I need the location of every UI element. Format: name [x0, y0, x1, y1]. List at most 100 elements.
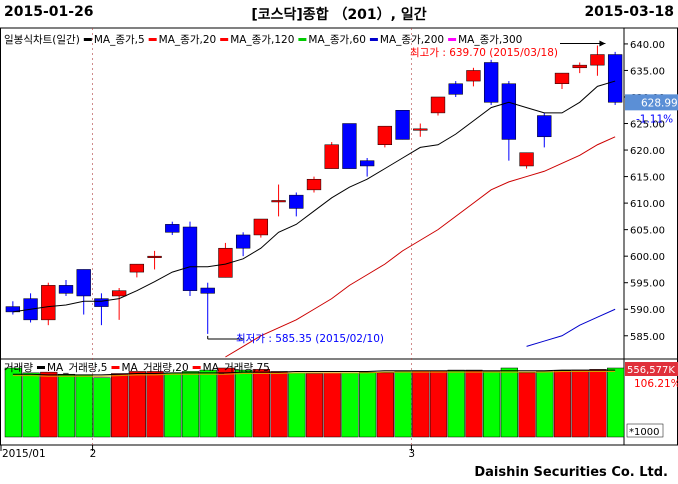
- last-change-label: -1.11%: [636, 113, 673, 125]
- y-tick-label: 600.00: [630, 252, 665, 263]
- legend-label: MA_종가,5: [94, 34, 145, 46]
- volume-bar: [465, 369, 483, 438]
- high-price-annotation: 최고가 : 639.70 (2015/03/18): [410, 47, 558, 59]
- end-date: 2015-03-18: [584, 4, 674, 20]
- ma5-line: [12, 80, 616, 313]
- candle-body: [413, 128, 428, 131]
- volume-bar: [394, 371, 412, 438]
- chart-title: [코스닥]종합 （201）, 일간: [251, 7, 427, 23]
- candle-body: [590, 54, 605, 66]
- volume-bar: [447, 369, 465, 438]
- volume-legend-label: MA_거래량,5: [47, 362, 108, 374]
- volume-bar: [40, 371, 58, 438]
- volume-bar: [429, 370, 448, 438]
- y-tick-label: 610.00: [630, 199, 665, 210]
- candle-body: [147, 255, 162, 258]
- candle-body: [395, 110, 410, 140]
- volume-ma20-line: [12, 370, 616, 377]
- volume-bar: [4, 367, 22, 438]
- candle-body: [200, 287, 215, 294]
- candle-body: [430, 96, 446, 114]
- volume-bar: [75, 374, 93, 438]
- legend-swatch: [298, 38, 307, 41]
- legend-swatch: [148, 38, 157, 41]
- volume-bar: [571, 369, 589, 438]
- y-tick-label: 620.00: [630, 146, 665, 157]
- legend-label: MA_종가,60: [308, 34, 366, 46]
- candle-body: [165, 224, 180, 233]
- volume-legend-swatch: [36, 366, 45, 369]
- candle-body: [554, 72, 570, 84]
- candle-body: [289, 194, 304, 209]
- legend-label: 일봉식차트(일간): [4, 33, 80, 46]
- volume-legend-swatch: [111, 366, 120, 369]
- y-tick-label: 605.00: [630, 226, 665, 237]
- volume-bar: [589, 369, 607, 438]
- volume-bar: [128, 371, 146, 438]
- candle-body: [253, 218, 269, 236]
- volume-bar: [164, 372, 182, 438]
- volume-bar: [518, 372, 536, 438]
- volume-bar: [181, 371, 200, 438]
- volume-legend-label: 거래량: [4, 362, 33, 374]
- candle-body: [607, 54, 623, 103]
- volume-bar: [22, 372, 40, 438]
- legend-swatch: [220, 38, 229, 41]
- candle-body: [377, 125, 393, 145]
- volume-bar: [235, 369, 253, 438]
- legend-swatch: [448, 38, 457, 41]
- candle-body: [519, 152, 534, 167]
- last-price-label: 628.99: [641, 97, 678, 109]
- volume-bar: [553, 370, 572, 438]
- candle-body: [306, 178, 322, 191]
- candle-body: [271, 200, 286, 203]
- volume-bar: [270, 371, 288, 438]
- volume-bar: [305, 373, 324, 438]
- candle-body: [182, 226, 198, 291]
- ma20-line: [225, 136, 616, 358]
- last-price-box: [625, 94, 678, 111]
- candle-body: [324, 144, 339, 169]
- legend-swatch: [369, 38, 378, 41]
- y-tick-label: 625.00: [630, 120, 665, 131]
- volume-bar: [252, 369, 270, 438]
- volume-bar: [607, 367, 625, 438]
- candle-body: [111, 290, 127, 297]
- candle-body: [76, 269, 91, 297]
- y-tick-label: 635.00: [630, 66, 665, 77]
- broker-brand: Daishin Securities Co. Ltd.: [474, 465, 668, 480]
- y-tick-label: 585.00: [630, 332, 665, 343]
- y-tick-label: 590.00: [630, 305, 665, 316]
- candle-body: [129, 263, 145, 273]
- volume-ma-line: [12, 369, 616, 376]
- legend-swatch: [83, 38, 92, 41]
- candle-body: [572, 64, 587, 69]
- volume-legend-label: MA_거래량,20: [121, 362, 188, 374]
- ma120-line: [526, 308, 616, 347]
- volume-bar: [359, 371, 377, 438]
- volume-unit-label: *1000: [629, 427, 659, 438]
- candle-body: [218, 247, 233, 278]
- candle-body: [483, 62, 499, 103]
- candle-body: [235, 234, 251, 249]
- candle-body: [537, 115, 552, 138]
- candle-body: [466, 70, 481, 82]
- volume-bar: [500, 367, 518, 438]
- candle-body: [41, 285, 56, 321]
- candle-body: [5, 306, 21, 313]
- candle-body: [342, 123, 357, 169]
- x-tick-label: 2015/01: [2, 448, 46, 460]
- low-price-annotation: 최저가 : 585.35 (2015/02/10): [236, 333, 384, 345]
- candle-body: [448, 83, 463, 95]
- volume-legend-label: MA_거래량,75: [203, 362, 270, 374]
- volume-bar: [93, 377, 111, 438]
- volume-bar: [199, 369, 217, 438]
- volume-bar: [111, 373, 129, 438]
- start-date: 2015-01-26: [4, 4, 94, 20]
- high-arrow-head: [599, 40, 606, 47]
- legend-label: MA_종가,120: [230, 34, 294, 46]
- candle-body: [359, 160, 375, 167]
- unit-box: [626, 423, 664, 438]
- y-tick-label: 595.00: [630, 279, 665, 290]
